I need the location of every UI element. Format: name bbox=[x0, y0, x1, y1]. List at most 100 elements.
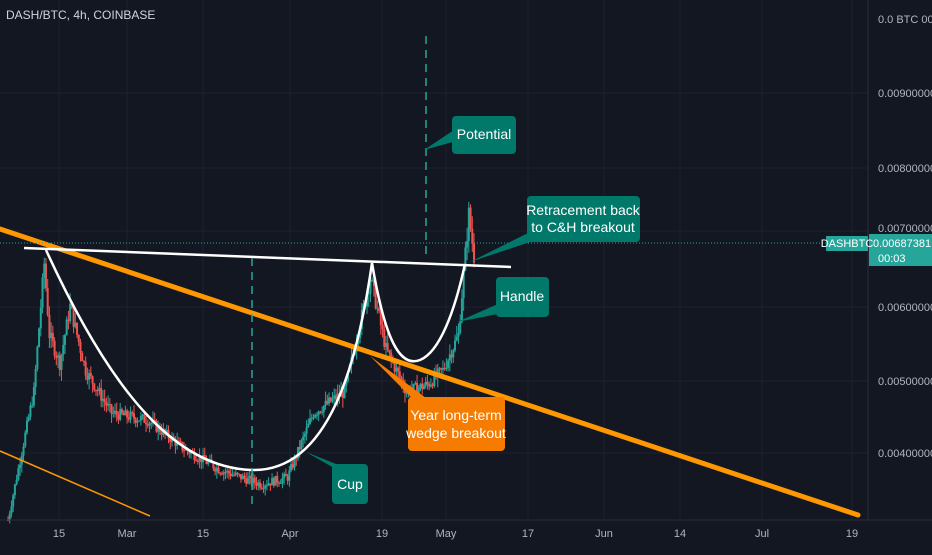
candle-body bbox=[246, 477, 249, 484]
candle-body bbox=[334, 395, 337, 400]
candle-body bbox=[309, 418, 312, 424]
callout-cup-text: Cup bbox=[337, 476, 363, 492]
candle-body bbox=[433, 372, 436, 387]
candle-body bbox=[89, 373, 92, 377]
callout-handle[interactable]: Handle bbox=[496, 277, 549, 317]
candle-body bbox=[39, 307, 42, 329]
candle-body bbox=[262, 488, 265, 490]
candle-body bbox=[153, 419, 156, 421]
candle-body bbox=[25, 420, 28, 433]
candle-body bbox=[46, 288, 49, 316]
wedge-upper-trendline[interactable] bbox=[0, 226, 861, 518]
candle-body bbox=[310, 417, 313, 419]
candle-body bbox=[264, 485, 267, 489]
candle-body bbox=[234, 472, 237, 475]
candle-body bbox=[443, 368, 446, 370]
callout-wedge[interactable]: Year long-term wedge breakout bbox=[405, 397, 506, 451]
time-axis[interactable]: 15 Mar 15 Apr 19 May 17 Jun 14 Jul 19 bbox=[0, 519, 932, 540]
cup-curve[interactable] bbox=[44, 249, 374, 472]
time-label-may: May bbox=[436, 528, 457, 540]
candle-body bbox=[196, 460, 199, 462]
time-label-jun14: 14 bbox=[674, 528, 686, 540]
candle-body bbox=[43, 263, 46, 278]
candle-body bbox=[395, 367, 398, 372]
candle-body bbox=[69, 303, 72, 322]
candle-body bbox=[250, 475, 253, 484]
candle-body bbox=[303, 433, 306, 437]
candle-body bbox=[243, 475, 246, 479]
candle-body bbox=[60, 354, 63, 370]
candle-body bbox=[343, 385, 346, 398]
candle-body bbox=[62, 344, 65, 355]
candle-body bbox=[58, 355, 61, 370]
candle-body bbox=[70, 303, 73, 309]
candle-body bbox=[398, 371, 401, 378]
price-axis[interactable]: 0.0 BTC 000 0.00900000 0.00800000 0.0070… bbox=[867, 0, 932, 520]
candle-body bbox=[305, 427, 308, 434]
candle-body bbox=[419, 383, 422, 389]
cup-rim-line[interactable] bbox=[23, 246, 512, 269]
candle-body bbox=[76, 322, 79, 335]
wedge-lower-trendline[interactable] bbox=[0, 450, 151, 517]
candle-body bbox=[189, 452, 192, 454]
wedge-pointer bbox=[370, 356, 426, 398]
candle-body bbox=[431, 384, 434, 387]
candle-body bbox=[141, 414, 144, 417]
time-label-feb15: 15 bbox=[53, 528, 65, 540]
time-label-may17: 17 bbox=[522, 528, 534, 540]
candle-body bbox=[302, 436, 305, 441]
candle-body bbox=[321, 412, 324, 414]
candle-body bbox=[379, 311, 382, 326]
candle-body bbox=[8, 513, 11, 521]
candle-body bbox=[165, 430, 168, 433]
candle-body bbox=[258, 482, 261, 488]
candle-body bbox=[376, 308, 379, 310]
candle-body bbox=[367, 293, 370, 295]
candle-body bbox=[267, 483, 270, 486]
candle-body bbox=[333, 395, 336, 399]
candle-body bbox=[281, 478, 284, 483]
candle-body bbox=[314, 414, 317, 418]
candle-body bbox=[464, 247, 467, 271]
candle-body bbox=[131, 412, 134, 414]
candle-body bbox=[381, 325, 384, 330]
candle-body bbox=[13, 484, 16, 496]
candle-body bbox=[124, 410, 127, 416]
candle-body bbox=[253, 477, 256, 483]
candle-body bbox=[150, 423, 153, 425]
potential-pointer bbox=[424, 126, 460, 150]
candle-body bbox=[38, 328, 41, 347]
candle-body bbox=[471, 228, 474, 244]
candle-body bbox=[12, 495, 15, 507]
candle-body bbox=[160, 432, 163, 435]
candle-body bbox=[428, 384, 431, 387]
candle-body bbox=[460, 298, 463, 322]
candle-body bbox=[112, 412, 115, 414]
last-price-value: 0.00687381 bbox=[873, 238, 931, 250]
candle-body bbox=[96, 389, 99, 392]
candle-body bbox=[369, 280, 372, 294]
candle-body bbox=[32, 386, 35, 406]
candle-body bbox=[229, 473, 232, 477]
callout-retracement-line2: to C&H breakout bbox=[531, 219, 635, 235]
candle-body bbox=[438, 368, 441, 370]
candle-body bbox=[315, 414, 318, 416]
callout-cup[interactable]: Cup bbox=[332, 464, 368, 504]
candle-body bbox=[136, 421, 139, 423]
handle-curve[interactable] bbox=[370, 262, 467, 363]
countdown-timer: 00:03 bbox=[878, 253, 906, 265]
callout-potential[interactable]: Potential bbox=[452, 116, 516, 154]
candle-body bbox=[345, 380, 348, 386]
candle-body bbox=[82, 361, 85, 363]
callout-handle-text: Handle bbox=[500, 288, 545, 304]
time-label-apr19: 19 bbox=[376, 528, 388, 540]
time-label-jun: Jun bbox=[595, 528, 613, 540]
candle-body bbox=[107, 404, 110, 406]
candle-body bbox=[129, 412, 132, 420]
time-label-mar15: 15 bbox=[197, 528, 209, 540]
candle-body bbox=[467, 207, 470, 242]
callout-retracement[interactable]: Retracement back to C&H breakout bbox=[526, 196, 641, 242]
candle-body bbox=[91, 376, 94, 384]
candle-body bbox=[103, 398, 106, 403]
